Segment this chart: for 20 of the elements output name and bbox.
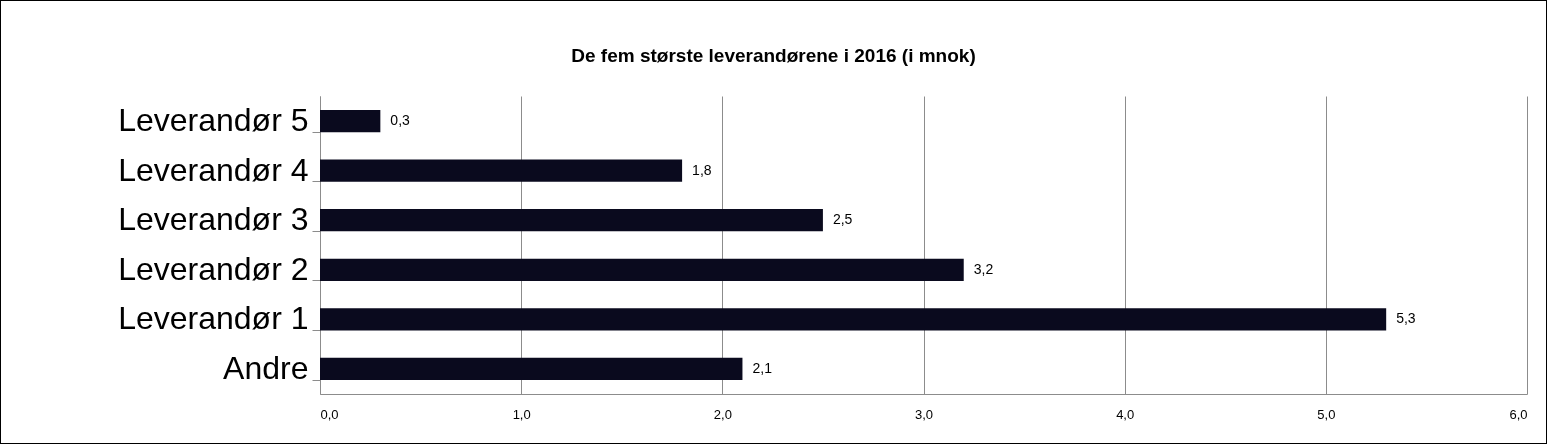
data-label: 2,1: [752, 359, 773, 376]
x-tick-label: 3,0: [914, 406, 934, 422]
y-tick-label: Andre: [223, 349, 309, 386]
y-tick-label: Leverandør 4: [118, 151, 309, 188]
y-tick-label: Leverandør 5: [118, 102, 309, 139]
data-label: 3,2: [973, 260, 994, 277]
x-tick-label: 6,0: [1509, 406, 1528, 422]
data-label: 1,8: [692, 161, 712, 178]
y-tick-label: Leverandør 1: [118, 300, 309, 337]
chart-title: De fem største leverandørene i 2016 (i mnok): [571, 45, 976, 66]
data-label: 5,3: [1396, 310, 1416, 327]
data-label: 2,5: [832, 211, 853, 228]
data-label: 0,3: [390, 112, 411, 129]
x-tick-label: 1,0: [512, 406, 531, 422]
y-tick-label: Leverandør 3: [118, 201, 309, 238]
x-tick-label: 0,0: [320, 406, 339, 422]
x-tick-label: 4,0: [1116, 406, 1135, 422]
x-tick-label: 2,0: [713, 406, 732, 422]
x-tick-label: 5,0: [1317, 406, 1336, 422]
y-tick-label: Leverandør 2: [118, 250, 309, 287]
